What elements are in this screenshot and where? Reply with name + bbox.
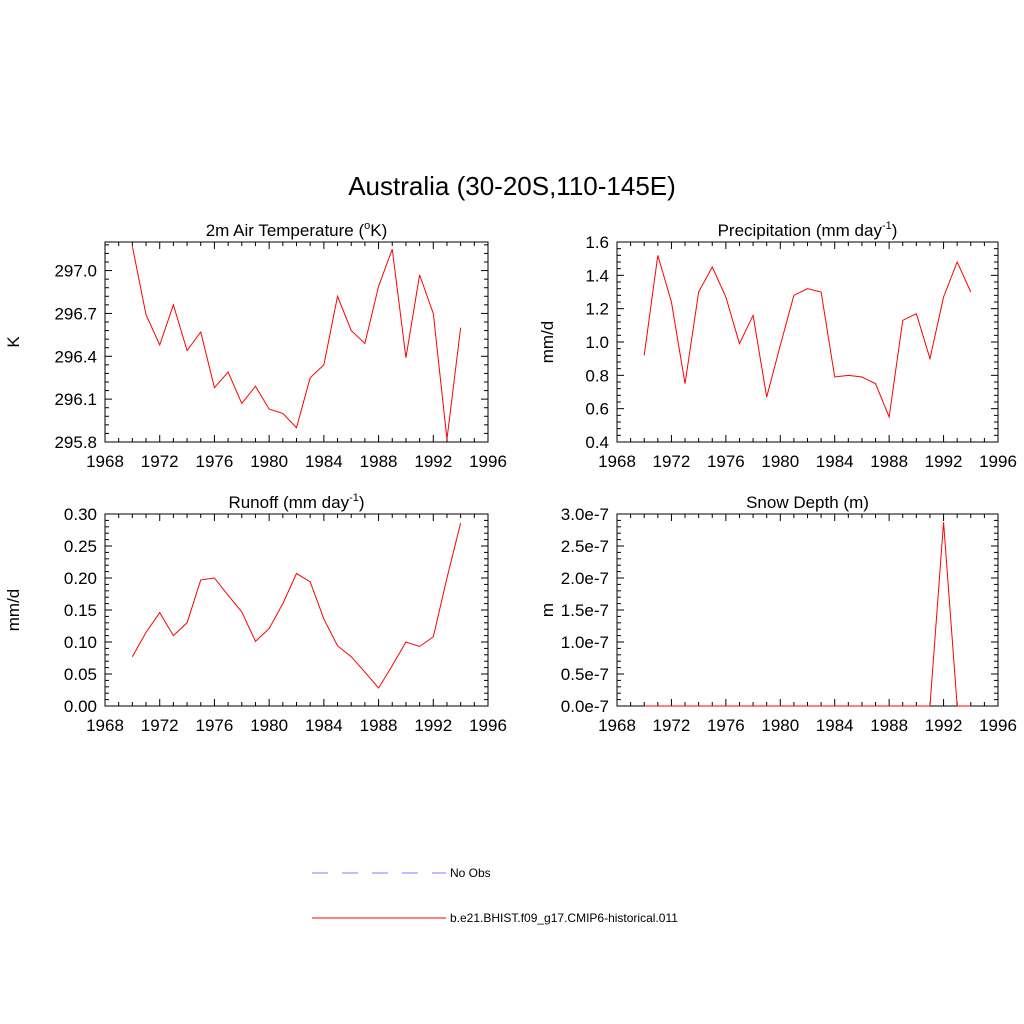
x-tick-label: 1980 bbox=[761, 716, 799, 735]
x-tick-label: 1988 bbox=[870, 716, 908, 735]
y-tick-label: 1.5e-7 bbox=[561, 601, 609, 620]
panel-precipitation: Precipitation (mm day-1) 1968 1972 1976 1980… bbox=[538, 220, 1017, 471]
panel-title: 2m Air Temperature (oK) bbox=[206, 220, 388, 240]
panel-title-main: Precipitation (mm day bbox=[718, 221, 883, 240]
x-tick-label: 1976 bbox=[196, 716, 234, 735]
panel-title: Runoff (mm day-1) bbox=[228, 492, 364, 512]
x-tick-label: 1972 bbox=[653, 716, 691, 735]
panel-runoff: Runoff (mm day-1) 1968 1972 1976 1980 1984 198… bbox=[4, 492, 507, 735]
y-axis-label: m bbox=[538, 603, 557, 617]
plot-frame bbox=[616, 513, 999, 707]
x-tick-label: 1996 bbox=[469, 452, 507, 471]
y-tick-label: 297.0 bbox=[54, 262, 97, 281]
x-tick-label: 1968 bbox=[86, 716, 124, 735]
panel-title-tail: ) bbox=[359, 493, 365, 512]
panel-title-tail: ) bbox=[892, 221, 898, 240]
x-tick-label: 1968 bbox=[598, 716, 636, 735]
y-axis-label: K bbox=[4, 336, 23, 348]
y-tick-label: 0.00 bbox=[64, 697, 97, 716]
plot-frame bbox=[616, 241, 999, 443]
x-tick-label: 1984 bbox=[305, 716, 343, 735]
panel-title-sup: -1 bbox=[349, 492, 359, 504]
y-tick-label: 1.0e-7 bbox=[561, 633, 609, 652]
panel-title-main: 2m Air Temperature ( bbox=[206, 221, 365, 240]
x-tick-label: 1996 bbox=[979, 452, 1017, 471]
y-tick-label: 0.8 bbox=[585, 366, 609, 385]
y-tick-label: 1.4 bbox=[585, 266, 609, 285]
series-line-snow-depth bbox=[644, 522, 971, 707]
y-tick-label: 1.2 bbox=[585, 300, 609, 319]
x-tick-label: 1980 bbox=[250, 452, 288, 471]
figure-title: Australia (30-20S,110-145E) bbox=[348, 171, 676, 201]
x-tick-label: 1996 bbox=[979, 716, 1017, 735]
y-tick-label: 0.5e-7 bbox=[561, 665, 609, 684]
series-line-air-temperature bbox=[131, 246, 462, 440]
y-axis-label: mm/d bbox=[538, 321, 557, 364]
x-tick-label: 1968 bbox=[598, 452, 636, 471]
x-tick-label: 1996 bbox=[469, 716, 507, 735]
x-tick-label: 1988 bbox=[360, 716, 398, 735]
series-line-runoff bbox=[131, 522, 462, 689]
y-tick-label: 1.0 bbox=[585, 333, 609, 352]
y-tick-label: 0.6 bbox=[585, 400, 609, 419]
panel-air-temperature: 2m Air Temperature (oK) 1968 1972 1976 1980 1… bbox=[4, 220, 507, 471]
series-line-precipitation bbox=[643, 255, 972, 419]
x-tick-label: 1988 bbox=[870, 452, 908, 471]
y-tick-label: 2.0e-7 bbox=[561, 569, 609, 588]
y-tick-label: 0.25 bbox=[64, 537, 97, 556]
panel-title: Precipitation (mm day-1) bbox=[718, 220, 898, 240]
legend-obs-label: No Obs bbox=[450, 866, 491, 880]
panel-snow-depth: Snow Depth (m) 1968 1972 1976 1980 1984 1988 19… bbox=[538, 493, 1017, 735]
plot-frame bbox=[104, 241, 489, 443]
panel-title: Snow Depth (m) bbox=[746, 493, 869, 512]
x-tick-label: 1972 bbox=[141, 452, 179, 471]
y-tick-label: 296.4 bbox=[54, 347, 97, 366]
y-tick-label: 295.8 bbox=[54, 433, 97, 452]
x-tick-label: 1968 bbox=[86, 452, 124, 471]
y-tick-label: 0.0e-7 bbox=[561, 697, 609, 716]
x-tick-label: 1972 bbox=[141, 716, 179, 735]
y-tick-label: 0.30 bbox=[64, 505, 97, 524]
y-tick-label: 0.4 bbox=[585, 433, 609, 452]
y-tick-label: 296.1 bbox=[54, 390, 97, 409]
x-tick-label: 1984 bbox=[816, 452, 854, 471]
legend-model-label: b.e21.BHIST.f09_g17.CMIP6-historical.011 bbox=[450, 911, 678, 925]
x-tick-label: 1992 bbox=[414, 716, 452, 735]
x-tick-label: 1984 bbox=[816, 716, 854, 735]
y-tick-label: 296.7 bbox=[54, 304, 97, 323]
x-tick-label: 1976 bbox=[707, 716, 745, 735]
x-tick-label: 1980 bbox=[761, 452, 799, 471]
x-tick-label: 1976 bbox=[707, 452, 745, 471]
x-tick-label: 1992 bbox=[925, 452, 963, 471]
y-tick-label: 0.05 bbox=[64, 665, 97, 684]
x-tick-label: 1988 bbox=[360, 452, 398, 471]
y-tick-label: 0.15 bbox=[64, 601, 97, 620]
y-tick-label: 3.0e-7 bbox=[561, 505, 609, 524]
x-tick-label: 1992 bbox=[925, 716, 963, 735]
x-tick-label: 1976 bbox=[196, 452, 234, 471]
panel-title-sup: -1 bbox=[882, 220, 892, 232]
legend: No Obs b.e21.BHIST.f09_g17.CMIP6-histori… bbox=[312, 866, 678, 925]
y-axis-label: mm/d bbox=[4, 589, 23, 632]
panel-title-tail: K) bbox=[370, 221, 387, 240]
y-tick-label: 0.20 bbox=[64, 569, 97, 588]
x-tick-label: 1980 bbox=[250, 716, 288, 735]
plot-frame bbox=[104, 513, 489, 707]
x-tick-label: 1984 bbox=[305, 452, 343, 471]
panel-title-sup: o bbox=[364, 220, 370, 232]
panels: 2m Air Temperature (oK)1968 1972 1976 1980 1… bbox=[4, 220, 1017, 735]
panel-title-main: Snow Depth (m) bbox=[746, 493, 869, 512]
y-tick-label: 1.6 bbox=[585, 233, 609, 252]
y-tick-label: 0.10 bbox=[64, 633, 97, 652]
y-tick-label: 2.5e-7 bbox=[561, 537, 609, 556]
x-tick-label: 1972 bbox=[653, 452, 691, 471]
panel-title-main: Runoff (mm day bbox=[228, 493, 349, 512]
x-tick-label: 1992 bbox=[414, 452, 452, 471]
